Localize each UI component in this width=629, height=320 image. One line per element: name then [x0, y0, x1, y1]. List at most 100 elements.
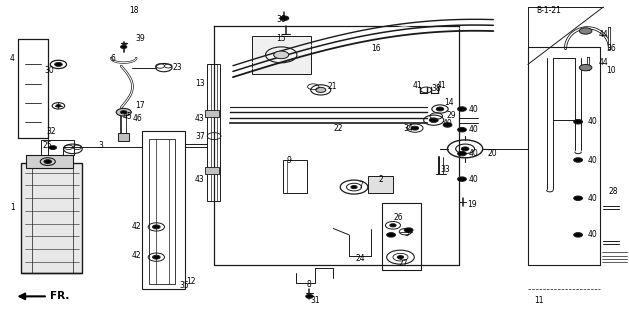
Text: 44: 44: [598, 30, 608, 39]
Text: 23: 23: [172, 63, 182, 72]
Text: 32: 32: [47, 127, 56, 136]
Text: 13: 13: [195, 79, 205, 88]
Text: 19: 19: [467, 200, 477, 209]
Circle shape: [121, 45, 127, 49]
Circle shape: [56, 105, 61, 107]
Bar: [42, 140, 74, 155]
Text: 40: 40: [443, 119, 453, 128]
Circle shape: [411, 126, 419, 130]
Text: 35: 35: [179, 281, 189, 290]
Text: 10: 10: [606, 66, 616, 75]
Text: 1: 1: [10, 203, 14, 212]
Text: 40: 40: [469, 175, 479, 184]
Bar: [205, 110, 219, 117]
Text: 40: 40: [587, 194, 598, 203]
Text: 45: 45: [123, 113, 133, 122]
Text: 16: 16: [371, 44, 381, 53]
Text: 24: 24: [355, 254, 365, 263]
Circle shape: [387, 233, 396, 237]
Text: 20: 20: [487, 149, 497, 158]
Text: 40: 40: [469, 149, 479, 158]
Text: 39: 39: [135, 35, 145, 44]
Text: 41: 41: [437, 81, 446, 90]
Circle shape: [153, 255, 160, 259]
Text: 5: 5: [404, 229, 409, 238]
Text: 43: 43: [195, 175, 204, 184]
Circle shape: [121, 111, 127, 114]
Circle shape: [430, 118, 438, 123]
Bar: [21, 163, 82, 273]
Bar: [150, 139, 174, 284]
Circle shape: [579, 28, 592, 34]
Circle shape: [306, 294, 313, 298]
Text: 42: 42: [131, 222, 142, 231]
Text: 40: 40: [469, 105, 479, 114]
Text: 9: 9: [286, 156, 291, 164]
Text: 38: 38: [431, 84, 441, 93]
Text: 7: 7: [359, 181, 364, 190]
Circle shape: [49, 146, 57, 149]
Text: 40: 40: [587, 230, 598, 239]
Text: 2: 2: [379, 175, 383, 184]
Text: 25: 25: [42, 141, 52, 150]
Text: 30: 30: [44, 66, 54, 75]
Text: 11: 11: [534, 296, 543, 305]
Text: 27: 27: [399, 259, 408, 268]
Text: 36: 36: [606, 44, 616, 53]
Text: 3: 3: [98, 141, 103, 150]
Circle shape: [457, 151, 466, 156]
Circle shape: [443, 123, 452, 127]
Circle shape: [274, 51, 289, 59]
Circle shape: [398, 256, 404, 259]
Circle shape: [55, 62, 62, 66]
Text: 30: 30: [277, 15, 286, 24]
Text: 26: 26: [394, 213, 403, 222]
Circle shape: [579, 64, 592, 71]
Text: 40: 40: [587, 156, 598, 164]
Circle shape: [40, 158, 55, 165]
Circle shape: [574, 233, 582, 237]
Text: 28: 28: [608, 188, 618, 196]
Text: 43: 43: [195, 114, 204, 123]
Circle shape: [116, 108, 131, 116]
Text: 21: 21: [327, 82, 337, 91]
Bar: [142, 131, 184, 289]
Text: 40: 40: [587, 117, 598, 126]
Circle shape: [461, 147, 469, 151]
Bar: [206, 64, 220, 201]
Circle shape: [153, 225, 160, 229]
Circle shape: [457, 107, 466, 111]
Text: 6: 6: [111, 53, 115, 62]
Text: FR.: FR.: [50, 292, 69, 301]
Circle shape: [574, 120, 582, 124]
Bar: [283, 160, 307, 194]
Text: 31: 31: [311, 296, 320, 305]
Bar: [252, 36, 311, 74]
Bar: [382, 203, 421, 270]
Text: 14: 14: [444, 98, 454, 107]
Text: 42: 42: [131, 251, 142, 260]
Circle shape: [437, 107, 444, 111]
Text: 33: 33: [440, 165, 450, 174]
Text: 12: 12: [186, 276, 196, 285]
Bar: [368, 176, 393, 194]
Circle shape: [44, 160, 52, 164]
Circle shape: [574, 196, 582, 200]
Text: 41: 41: [413, 81, 423, 90]
Circle shape: [457, 127, 466, 132]
Text: 17: 17: [136, 101, 145, 110]
Bar: [26, 155, 73, 168]
Circle shape: [574, 158, 582, 162]
Text: 15: 15: [277, 35, 286, 44]
Bar: [205, 167, 219, 174]
Text: 4: 4: [9, 53, 14, 62]
Text: 34: 34: [403, 124, 413, 132]
Text: B-1-21: B-1-21: [537, 6, 562, 15]
Text: 29: 29: [447, 111, 456, 120]
Text: 22: 22: [333, 124, 343, 132]
Circle shape: [390, 224, 396, 227]
Text: 40: 40: [469, 125, 479, 134]
Circle shape: [351, 186, 357, 189]
Circle shape: [457, 177, 466, 181]
Text: 37: 37: [196, 132, 205, 140]
